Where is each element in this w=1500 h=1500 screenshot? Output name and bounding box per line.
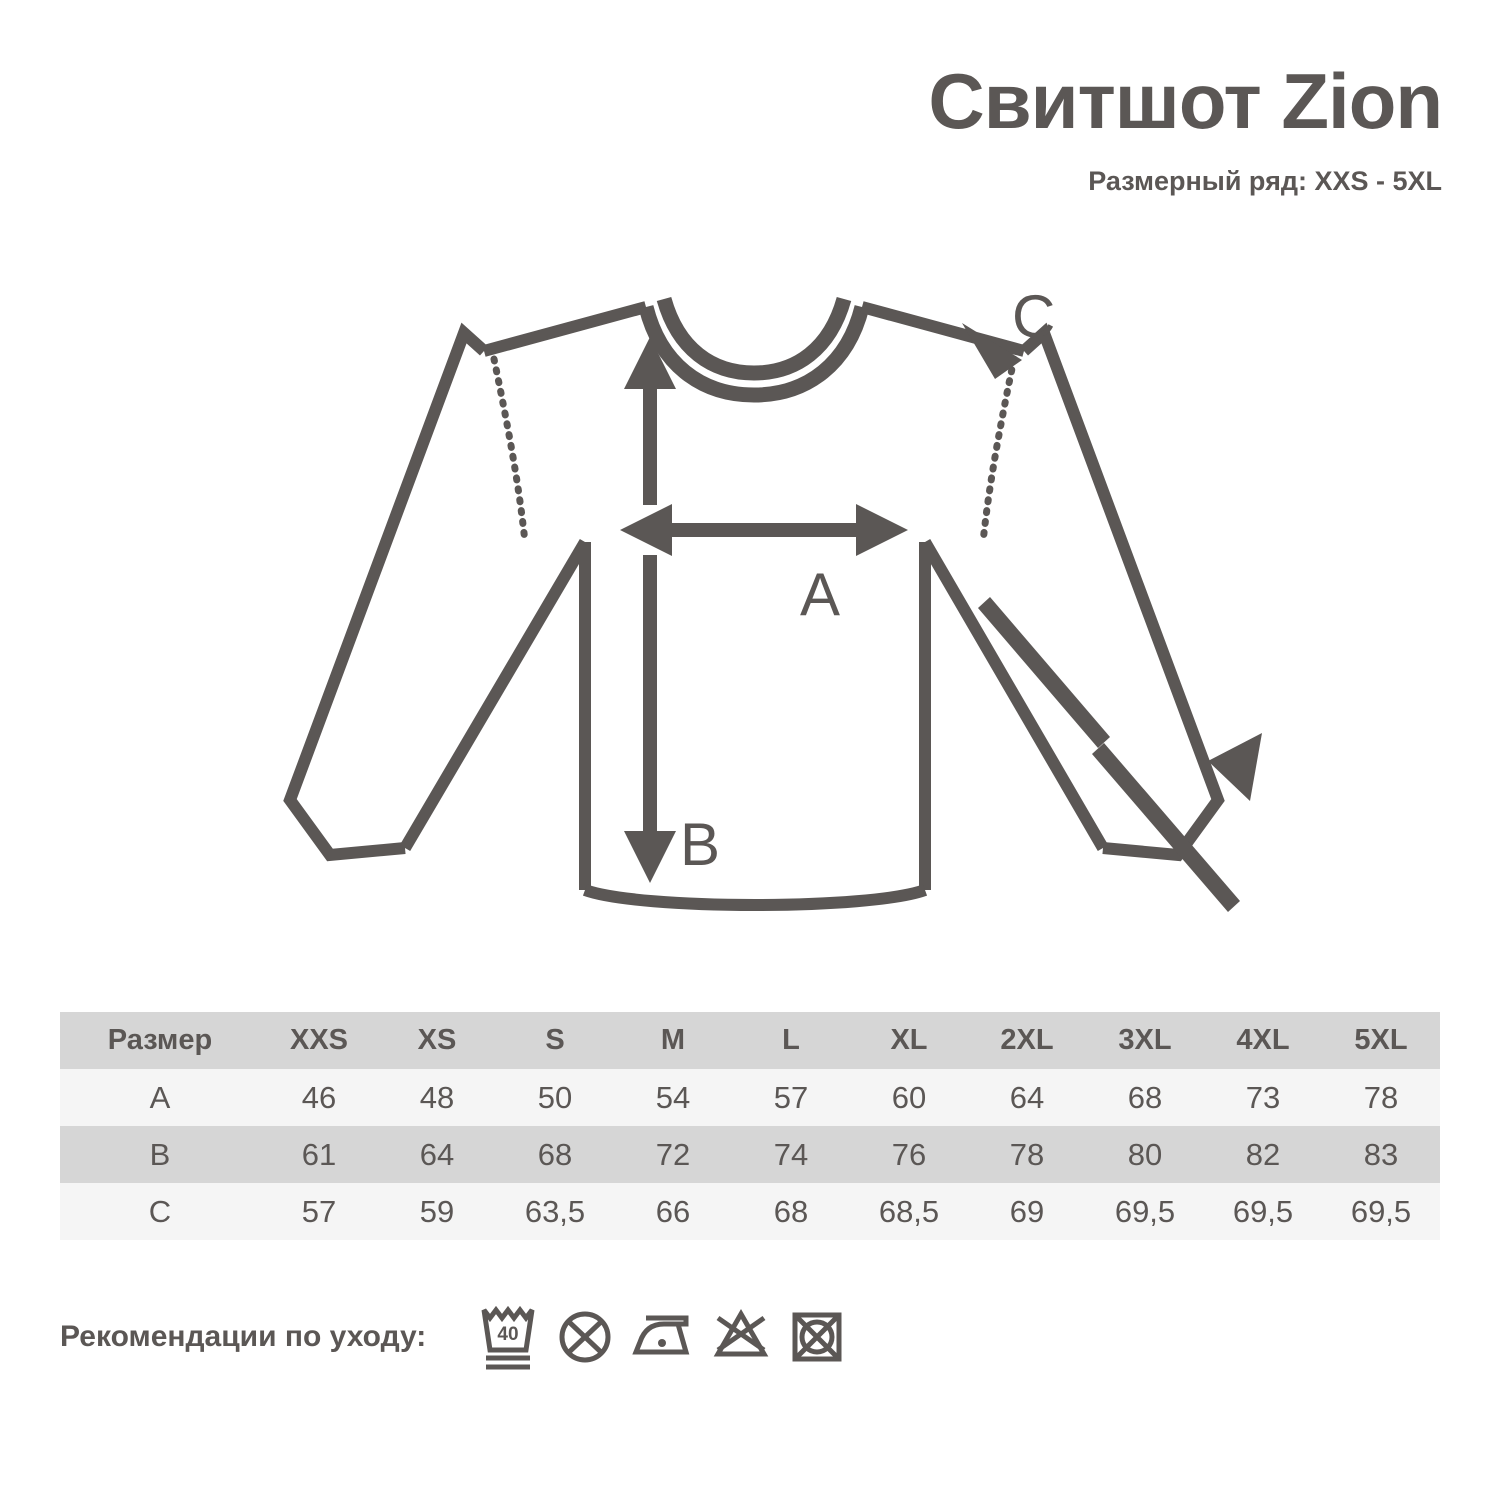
right-sleeve-outline (1019, 322, 1225, 862)
label-c: C (1012, 283, 1055, 350)
table-cell: 68 (773, 1193, 809, 1229)
left-sleeve-outline (283, 322, 489, 862)
table-cell: 61 (301, 1136, 337, 1172)
table-cell: 54 (655, 1079, 691, 1115)
left-armhole-dotted (490, 355, 529, 546)
row-label: A (149, 1079, 171, 1115)
wash-40-icon: 40 (478, 1300, 540, 1374)
table-cell: 80 (1127, 1136, 1163, 1172)
table-cell: 76 (891, 1136, 927, 1172)
measure-arrow-a (620, 504, 908, 556)
table-cell: 59 (419, 1193, 455, 1229)
table-row: C 57 59 63,5 66 68 68,5 69 69,5 69,5 69,… (60, 1183, 1440, 1240)
table-cell: 46 (301, 1079, 337, 1115)
row-label: B (149, 1136, 171, 1172)
do-not-bleach-icon (554, 1300, 616, 1374)
size-header-cell: 3XL (1118, 1024, 1172, 1056)
table-row: B 61 64 68 72 74 76 78 80 82 83 (60, 1126, 1440, 1183)
measure-arrow-b-upper (624, 337, 676, 505)
table-cell: 69,5 (1350, 1193, 1412, 1229)
table-cell: 63,5 (524, 1193, 586, 1229)
table-cell: 82 (1245, 1136, 1281, 1172)
label-b: B (680, 811, 720, 878)
table-header-row: Размер XXS XS S M L XL 2XL 3XL 4XL 5XL (60, 1012, 1440, 1069)
neckline-inner (656, 296, 852, 381)
right-armhole-dotted (979, 355, 1018, 546)
table-cell: 64 (419, 1136, 455, 1172)
table-cell: 83 (1363, 1136, 1399, 1172)
size-chart-table: Размер XXS XS S M L XL 2XL 3XL 4XL 5XL A… (60, 1012, 1440, 1240)
do-not-dry-clean-icon (710, 1300, 772, 1374)
care-instructions-label: Рекомендации по уходу: (60, 1320, 427, 1353)
left-sleeve-underseam (399, 538, 591, 852)
table-cell: 69,5 (1232, 1193, 1294, 1229)
measure-arrow-c (962, 323, 1262, 912)
table-cell: 64 (1009, 1079, 1045, 1115)
size-header-cell: 4XL (1236, 1024, 1290, 1056)
table-cell: 68 (1127, 1079, 1163, 1115)
size-header-cell: S (545, 1024, 565, 1056)
table-cell: 73 (1245, 1079, 1281, 1115)
neckline-outer (638, 305, 870, 403)
table-cell: 78 (1009, 1136, 1045, 1172)
table-cell: 60 (891, 1079, 927, 1115)
left-shoulder-line (482, 301, 648, 357)
wash-temperature-value: 40 (498, 1324, 519, 1345)
table-cell: 50 (537, 1079, 573, 1115)
care-icons-group: 40 (478, 1300, 848, 1374)
size-header-cell: 5XL (1354, 1024, 1408, 1056)
size-header-cell: L (782, 1024, 800, 1056)
right-sleeve-underseam (919, 538, 1109, 852)
body-hem (582, 884, 928, 911)
table-cell: 57 (773, 1079, 809, 1115)
row-label: C (148, 1193, 172, 1229)
table-corner-label: Размер (107, 1024, 213, 1056)
measure-arrow-b-lower (624, 555, 676, 883)
size-header-cell: XXS (289, 1024, 349, 1056)
table-cell: 69 (1009, 1193, 1045, 1229)
page-header: Свитшот Zion Размерный ряд: XXS - 5XL (928, 57, 1443, 197)
size-header-cell: XL (890, 1024, 928, 1056)
size-header-cell: 2XL (1000, 1024, 1054, 1056)
table-cell: 57 (301, 1193, 337, 1229)
table-cell: 68 (537, 1136, 573, 1172)
right-shoulder-line (860, 301, 1026, 357)
label-a: A (800, 561, 840, 628)
table-cell: 69,5 (1114, 1193, 1176, 1229)
table-row: A 46 48 50 54 57 60 64 68 73 78 (60, 1069, 1440, 1126)
table-cell: 68,5 (878, 1193, 940, 1229)
table-cell: 66 (655, 1193, 691, 1229)
table-cell: 48 (419, 1079, 455, 1115)
iron-low-one-dot-icon (630, 1300, 696, 1374)
care-instructions-row: Рекомендации по уходу: 40 (60, 1292, 1440, 1382)
table-cell: 78 (1363, 1079, 1399, 1115)
garment-illustration: A B C (0, 255, 1500, 955)
page-title: Свитшот Zion (928, 57, 1443, 145)
do-not-tumble-dry-icon (786, 1300, 848, 1374)
size-header-cell: XS (417, 1024, 457, 1056)
size-range-subtitle: Размерный ряд: XXS - 5XL (1088, 166, 1442, 196)
table-cell: 74 (773, 1136, 809, 1172)
size-header-cell: M (660, 1024, 686, 1056)
table-cell: 72 (655, 1136, 691, 1172)
